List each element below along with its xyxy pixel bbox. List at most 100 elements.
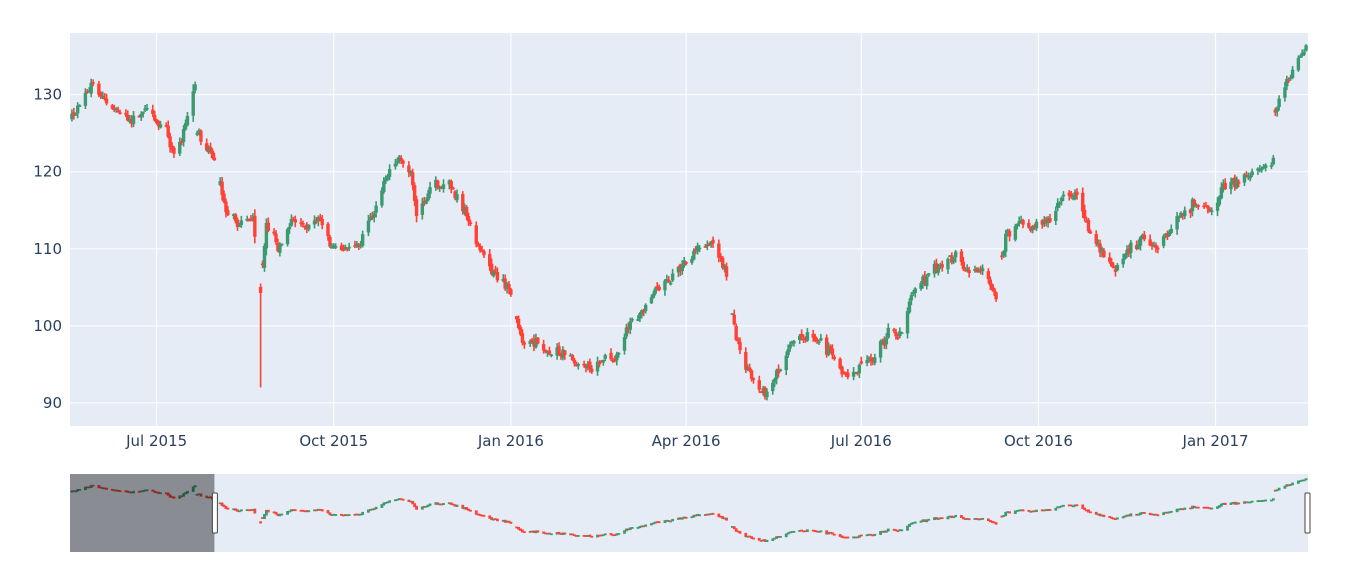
candle-body [509,289,513,295]
candle [676,265,681,277]
candle-body [694,249,698,252]
candle [424,197,428,205]
candle [1059,196,1064,206]
candle-body [1192,200,1197,206]
candle [705,240,709,251]
candle-body [397,156,401,162]
preview-candle [544,532,547,535]
candle [503,274,507,291]
range-slider-handle-left[interactable] [211,492,218,534]
candle [332,243,336,249]
preview-candle [865,534,869,537]
candle-body [1196,205,1200,207]
candle [420,197,425,220]
candle-body [784,355,788,371]
candle-body [1059,197,1064,202]
candle [74,112,78,116]
candle-body [992,288,996,293]
candle-body [572,360,577,364]
preview-candle [940,517,944,520]
preview-candle [819,530,823,533]
preview-candle [671,518,675,522]
preview-candle [1250,500,1254,503]
candle [1163,232,1168,239]
candle-body [114,108,118,110]
candle-body [547,350,552,355]
candle [264,218,269,256]
candle [765,388,769,401]
preview-candle [933,517,936,521]
candle [436,179,440,190]
preview-candle [763,539,767,542]
candle [1181,213,1185,220]
preview-candle [488,515,492,519]
candle-body [867,357,871,360]
preview-candle [434,502,438,505]
candle-body [898,331,902,337]
candle [1100,246,1104,258]
candle-body [153,114,157,121]
preview-candle [1189,507,1192,510]
candle-body [1229,181,1233,190]
preview-candle [628,527,632,531]
candle-body [640,310,644,315]
candle [231,213,236,220]
preview-candle [1233,501,1237,505]
candle-body [384,178,388,182]
candle [1202,202,1206,209]
candle-body [894,331,898,337]
candle [549,353,554,358]
candle-body [170,145,174,150]
candle [422,196,426,206]
range-slider-handle-right[interactable] [1304,492,1311,534]
preview-candle [1202,506,1206,509]
range-slider[interactable] [70,474,1311,552]
candle [832,354,837,361]
candle-body [382,181,386,193]
preview-candle [353,513,357,516]
candle [980,264,985,276]
candle-body [1046,217,1050,224]
candle [505,282,509,294]
candle-body [1061,194,1066,197]
candle [717,239,721,263]
candle-body [434,179,438,188]
preview-candle [546,532,549,535]
candle-body [97,83,101,95]
candle [1102,247,1106,258]
preview-candle [1096,513,1100,516]
candle-body [570,355,575,361]
candle-body [355,243,359,247]
preview-candle [1148,512,1152,516]
preview-candle [1004,511,1008,517]
candle-body [1094,233,1098,244]
preview-candle [871,534,875,537]
preview-candle [680,517,684,520]
candle-body [518,327,523,335]
candle-body [559,353,563,357]
preview-candle [1123,515,1127,518]
preview-candle [746,535,750,538]
candle-body [102,97,107,100]
candle-body [343,246,348,250]
candle-body [333,246,338,248]
candle-body [461,194,465,212]
preview-candle [1073,504,1077,507]
candle-body [1109,261,1114,267]
main-plot-area[interactable] [70,33,1308,426]
candle-body [332,245,336,248]
candle [89,78,93,98]
candle [1056,198,1060,212]
candle [784,351,788,376]
preview-candle [384,502,388,504]
candle [626,322,631,334]
preview-candle [827,531,830,535]
preview-candle [1169,510,1173,513]
candle-body [697,247,702,250]
preview-candle [326,510,330,514]
preview-candle [682,516,686,519]
candle-body [1269,165,1274,167]
candle-body [859,361,864,364]
preview-candle [343,514,347,516]
preview-candle [990,520,994,523]
